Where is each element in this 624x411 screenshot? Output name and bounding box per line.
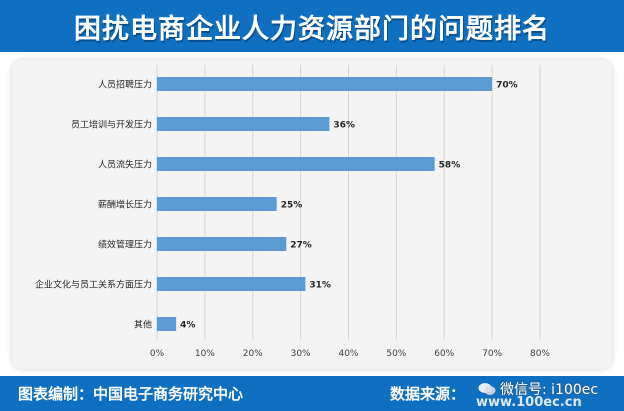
data-label: 27%: [290, 241, 312, 251]
bar: [157, 197, 277, 211]
data-label: 36%: [333, 121, 355, 131]
category-label: 企业文化与员工关系方面压力: [35, 279, 152, 291]
category-label: 人员流失压力: [98, 159, 152, 171]
x-tick-label: 30%: [291, 349, 311, 359]
x-tick-label: 70%: [482, 349, 502, 359]
bar: [157, 317, 177, 331]
bar: [157, 237, 287, 251]
data-label: 31%: [309, 281, 331, 291]
site-url: www.100ec.cn: [476, 395, 582, 410]
x-tick-label: 10%: [195, 349, 215, 359]
x-tick-label: 0%: [150, 349, 165, 359]
x-tick-label: 60%: [434, 349, 454, 359]
category-label: 薪酬增长压力: [98, 199, 152, 211]
data-label: 58%: [439, 161, 461, 171]
wechat-watermark: 微信号: i100ec: [478, 379, 598, 399]
category-label: 绩效管理压力: [98, 239, 152, 251]
category-label: 其他: [134, 319, 152, 331]
x-tick-label: 40%: [338, 349, 358, 359]
chart-panel: [12, 60, 612, 369]
data-label: 4%: [180, 321, 195, 331]
data-source-label: 数据来源：: [390, 385, 466, 403]
bar: [157, 77, 493, 91]
header-banner: 困扰电商企业人力资源部门的问题排名: [0, 0, 624, 52]
footer-banner: 图表编制：中国电子商务研究中心 数据来源：: [0, 376, 624, 411]
x-tick-label: 50%: [386, 349, 406, 359]
data-label: 25%: [281, 201, 303, 211]
x-tick-label: 80%: [530, 349, 550, 359]
chart-source-credit: 图表编制：中国电子商务研究中心: [18, 385, 244, 403]
wechat-icon: [478, 383, 496, 395]
bar-chart: 0% 10% 20% 30% 40% 50% 60% 70% 80% 人员招聘压力 70% 员工培训与…: [35, 65, 550, 359]
bar: [157, 277, 306, 291]
category-label: 人员招聘压力: [98, 79, 152, 91]
page-title: 困扰电商企业人力资源部门的问题排名: [74, 13, 550, 45]
category-label: 员工培训与开发压力: [71, 119, 152, 131]
bar: [157, 117, 330, 131]
bar: [157, 157, 435, 171]
wechat-id: 微信号: i100ec: [500, 382, 599, 398]
data-label: 70%: [496, 81, 518, 91]
x-tick-label: 20%: [243, 349, 263, 359]
